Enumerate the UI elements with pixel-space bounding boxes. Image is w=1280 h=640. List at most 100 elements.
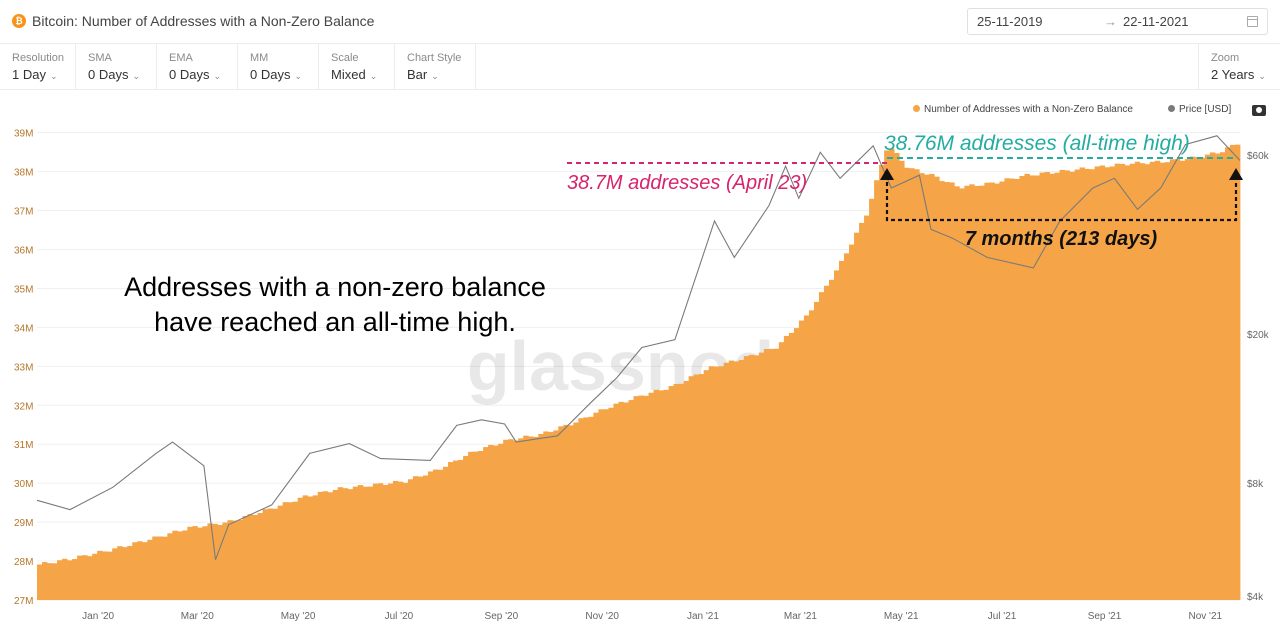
- address-bar: [508, 439, 514, 600]
- date-from[interactable]: 25-11-2019: [977, 14, 1043, 29]
- address-bar: [147, 539, 153, 600]
- address-bar: [1004, 178, 1010, 600]
- x-tick-label: Jul '20: [385, 611, 414, 622]
- y-right-tick-label: $8k: [1247, 479, 1264, 490]
- x-tick-label: Nov '20: [585, 611, 619, 622]
- address-bar: [488, 444, 494, 600]
- address-bar: [1209, 152, 1216, 600]
- address-bar: [768, 348, 775, 600]
- scale-value[interactable]: Mixed ⌄: [331, 67, 378, 82]
- x-tick-label: Mar '21: [784, 611, 817, 622]
- zoom-dropdown[interactable]: Zoom 2 Years ⌄: [1198, 44, 1280, 90]
- address-bar: [327, 492, 334, 600]
- chart-header: ₿ Bitcoin: Number of Addresses with a No…: [0, 0, 1280, 44]
- y-left-tick-label: 32M: [14, 401, 33, 412]
- address-bar: [859, 222, 865, 600]
- address-bar: [718, 366, 725, 600]
- y-left-tick-label: 35M: [14, 284, 33, 295]
- mm-value[interactable]: 0 Days ⌄: [250, 67, 303, 82]
- address-bar: [934, 176, 940, 600]
- date-range-picker[interactable]: 25-11-2019 → 22-11-2021: [967, 8, 1268, 35]
- address-bar: [302, 495, 309, 600]
- legend-item-price[interactable]: Price [USD]: [1168, 104, 1231, 115]
- address-bar: [703, 370, 710, 600]
- chevron-down-icon: ⌄: [431, 71, 439, 81]
- date-to[interactable]: 22-11-2021: [1123, 14, 1189, 29]
- address-bar: [142, 542, 148, 600]
- address-bar: [167, 533, 173, 600]
- address-bar: [563, 424, 569, 600]
- address-bar: [964, 185, 970, 600]
- bitcoin-icon: ₿: [12, 14, 26, 28]
- address-bar: [1059, 169, 1065, 600]
- y-left-tick-label: 37M: [14, 207, 33, 218]
- address-bar: [422, 475, 429, 600]
- address-bar: [528, 436, 534, 600]
- calendar-icon[interactable]: [1247, 16, 1258, 27]
- ath-annotation: 38.76M addresses (all-time high): [884, 132, 1190, 155]
- resolution-dropdown[interactable]: Resolution 1 Day ⌄: [0, 44, 76, 90]
- address-bar: [949, 182, 955, 600]
- address-bar: [593, 412, 599, 600]
- address-bar: [152, 536, 158, 600]
- address-bar: [1154, 160, 1161, 600]
- address-bar: [1174, 159, 1181, 600]
- address-bar: [558, 426, 564, 600]
- address-bar: [463, 455, 469, 600]
- address-bar: [112, 548, 118, 600]
- address-bar: [1134, 161, 1141, 600]
- address-bar: [733, 361, 740, 600]
- address-bar: [448, 462, 454, 600]
- address-bar: [57, 560, 63, 600]
- address-bar: [77, 555, 83, 600]
- camera-icon[interactable]: [1252, 105, 1266, 116]
- mm-dropdown[interactable]: MM 0 Days ⌄: [238, 44, 319, 90]
- address-bar: [743, 356, 750, 600]
- x-tick-label: May '21: [884, 611, 919, 622]
- resolution-value[interactable]: 1 Day ⌄: [12, 67, 58, 82]
- x-tick-label: Jul '21: [988, 611, 1017, 622]
- ema-dropdown[interactable]: EMA 0 Days ⌄: [157, 44, 238, 90]
- legend-item-addresses[interactable]: Number of Addresses with a Non-Zero Bala…: [913, 104, 1133, 115]
- address-bar: [1034, 175, 1040, 600]
- address-bar: [533, 436, 539, 600]
- address-bar: [828, 279, 835, 600]
- sma-dropdown[interactable]: SMA 0 Days ⌄: [76, 44, 157, 90]
- address-bar: [518, 438, 524, 600]
- headline-line-2: have reached an all-time high.: [154, 307, 516, 337]
- address-bar: [402, 482, 409, 600]
- chart-style-dropdown[interactable]: Chart Style Bar ⌄: [395, 44, 476, 90]
- chart-style-label: Chart Style: [407, 52, 462, 64]
- ema-value[interactable]: 0 Days ⌄: [169, 67, 222, 82]
- address-bar: [1144, 164, 1151, 600]
- scale-dropdown[interactable]: Scale Mixed ⌄: [319, 44, 395, 90]
- address-bar: [889, 148, 895, 600]
- address-bar: [267, 508, 273, 600]
- chart-style-value[interactable]: Bar ⌄: [407, 67, 439, 82]
- address-bar: [132, 542, 138, 600]
- address-bar: [347, 489, 354, 600]
- address-bar: [979, 185, 985, 600]
- y-left-tick-label: 36M: [14, 246, 33, 257]
- zoom-value[interactable]: 2 Years ⌄: [1211, 67, 1266, 82]
- address-bar: [844, 253, 850, 600]
- address-bar: [407, 479, 414, 600]
- address-bar: [1159, 162, 1166, 600]
- address-bar: [307, 496, 314, 600]
- address-bar: [342, 488, 349, 600]
- address-bar: [618, 401, 624, 600]
- arrow-right-icon: →: [1104, 14, 1117, 29]
- address-bar: [823, 285, 830, 600]
- sma-value[interactable]: 0 Days ⌄: [88, 67, 141, 82]
- address-bar: [1234, 144, 1241, 600]
- address-bar: [1104, 167, 1111, 601]
- address-bar: [879, 164, 885, 601]
- address-bar: [387, 483, 394, 600]
- duration-annotation: 7 months (213 days): [965, 228, 1158, 250]
- address-bar: [1149, 161, 1156, 601]
- address-bar: [237, 519, 243, 600]
- y-right-tick-label: $4k: [1247, 592, 1264, 603]
- address-bar: [1229, 144, 1236, 600]
- address-bar: [1084, 168, 1091, 601]
- address-bar: [493, 445, 499, 600]
